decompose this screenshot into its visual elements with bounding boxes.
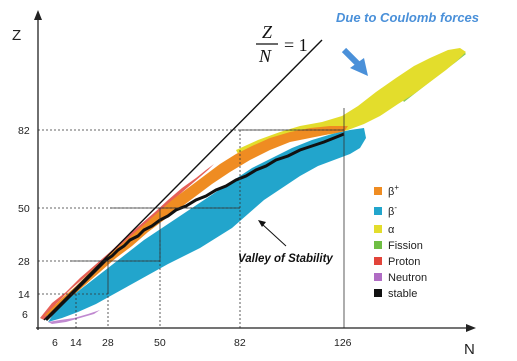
ratio-equals: = 1 bbox=[284, 35, 308, 55]
coulomb-arrow bbox=[341, 47, 368, 76]
y-tick-14: 14 bbox=[18, 289, 30, 301]
z-equals-n-line bbox=[43, 39, 323, 321]
y-axis-arrowhead bbox=[34, 10, 42, 20]
y-tick-28: 28 bbox=[18, 256, 30, 268]
legend-swatch-beta-minus bbox=[374, 207, 382, 215]
legend-swatch-beta-plus bbox=[374, 187, 382, 195]
alpha-region bbox=[236, 48, 466, 158]
axes bbox=[36, 18, 468, 330]
ratio-numerator: Z bbox=[262, 22, 273, 42]
x-tick-6: 6 bbox=[52, 337, 58, 349]
valley-arrow bbox=[258, 220, 287, 247]
legend-swatch-proton bbox=[374, 257, 382, 265]
coulomb-annotation: Due to Coulomb forces bbox=[336, 10, 479, 25]
stable-line bbox=[44, 132, 345, 322]
legend-swatch-fission bbox=[374, 241, 382, 249]
x-axis-label: N bbox=[464, 341, 475, 358]
y-axis-label: Z bbox=[12, 27, 21, 44]
valley-annotation: Valley of Stability bbox=[238, 253, 333, 265]
neutron-region bbox=[48, 310, 100, 324]
solid-references bbox=[70, 108, 345, 328]
legend-label-neutron: Neutron bbox=[388, 272, 427, 284]
x-tick-126: 126 bbox=[334, 337, 352, 349]
legend-swatch-neutron bbox=[374, 273, 382, 281]
ratio-formula: Z N = 1 bbox=[256, 22, 308, 66]
proton-region bbox=[40, 164, 214, 320]
legend-label-beta-minus: β- bbox=[388, 203, 397, 218]
x-axis-arrowhead bbox=[466, 324, 476, 332]
legend-label-proton: Proton bbox=[388, 256, 420, 268]
y-tick-labels: 82 50 28 14 6 bbox=[18, 125, 30, 321]
legend: β+ β- α Fission Proton Neutron stable bbox=[374, 183, 427, 300]
x-tick-50: 50 bbox=[154, 337, 166, 349]
legend-swatch-stable bbox=[374, 289, 382, 297]
legend-label-stable: stable bbox=[388, 288, 417, 300]
legend-label-alpha: α bbox=[388, 224, 395, 236]
legend-label-beta-plus: β+ bbox=[388, 183, 399, 198]
beta-minus-region bbox=[48, 128, 366, 322]
y-tick-50: 50 bbox=[18, 203, 30, 215]
x-tick-28: 28 bbox=[102, 337, 114, 349]
y-tick-82: 82 bbox=[18, 125, 30, 137]
y-tick-6: 6 bbox=[22, 309, 28, 321]
x-tick-labels: 6 14 28 50 82 126 bbox=[52, 337, 352, 349]
x-tick-14: 14 bbox=[70, 337, 82, 349]
x-tick-82: 82 bbox=[234, 337, 246, 349]
legend-swatch-alpha bbox=[374, 225, 382, 233]
ratio-denominator: N bbox=[258, 46, 272, 66]
decay-regions bbox=[40, 48, 466, 324]
legend-label-fission: Fission bbox=[388, 240, 423, 252]
